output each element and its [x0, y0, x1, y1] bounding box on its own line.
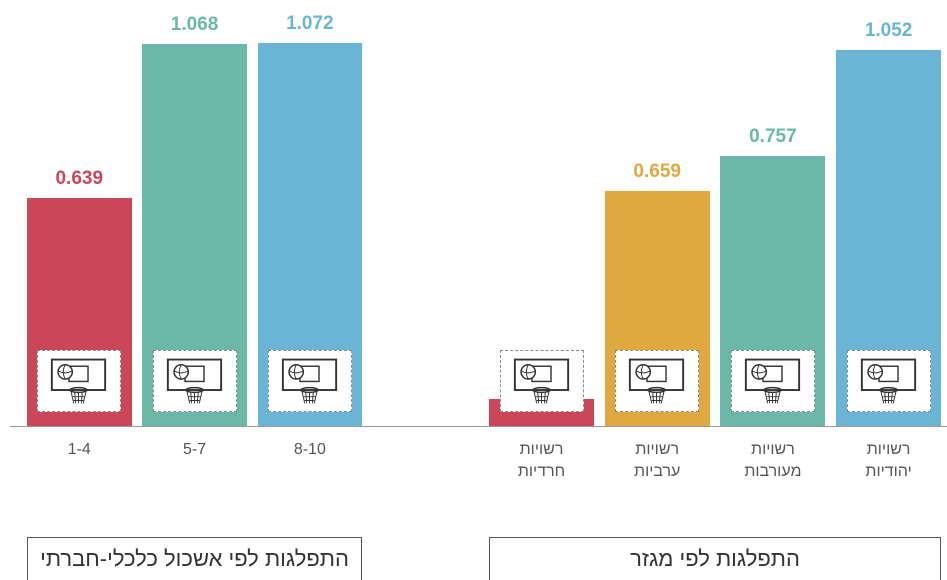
x-tick-label: רשויות יהודיות: [865, 441, 912, 480]
basket-icon: [499, 350, 584, 412]
x-tick-label: רשויות מעורבות: [744, 441, 802, 480]
basket-icon: [846, 350, 931, 412]
data-label: 1.072: [286, 13, 334, 34]
basket-icon: [37, 350, 122, 412]
basket-icon: [730, 350, 815, 412]
x-tick-label: רשויות חרדיות: [517, 441, 566, 480]
data-label: 0.639: [55, 167, 104, 189]
x-tick-label: רשויות ערביות: [634, 441, 681, 480]
basket-icon: [615, 350, 700, 412]
group-label: התפלגות לפי מגזר: [489, 537, 942, 580]
basket-icon: [267, 350, 352, 412]
baseline: [10, 426, 947, 427]
data-label: 0.659: [633, 160, 681, 182]
data-label: 1.068: [170, 14, 219, 36]
x-tick-label: 8-10: [293, 441, 326, 458]
basket-icon: [152, 350, 237, 412]
data-label: 1.052: [864, 20, 913, 42]
data-label: 0.757: [749, 125, 797, 147]
x-tick-label: 1-4: [67, 441, 91, 458]
x-tick-label: 5-7: [182, 441, 207, 458]
group-label: התפלגות לפי אשכול כלכלי-חברתי: [27, 537, 363, 580]
